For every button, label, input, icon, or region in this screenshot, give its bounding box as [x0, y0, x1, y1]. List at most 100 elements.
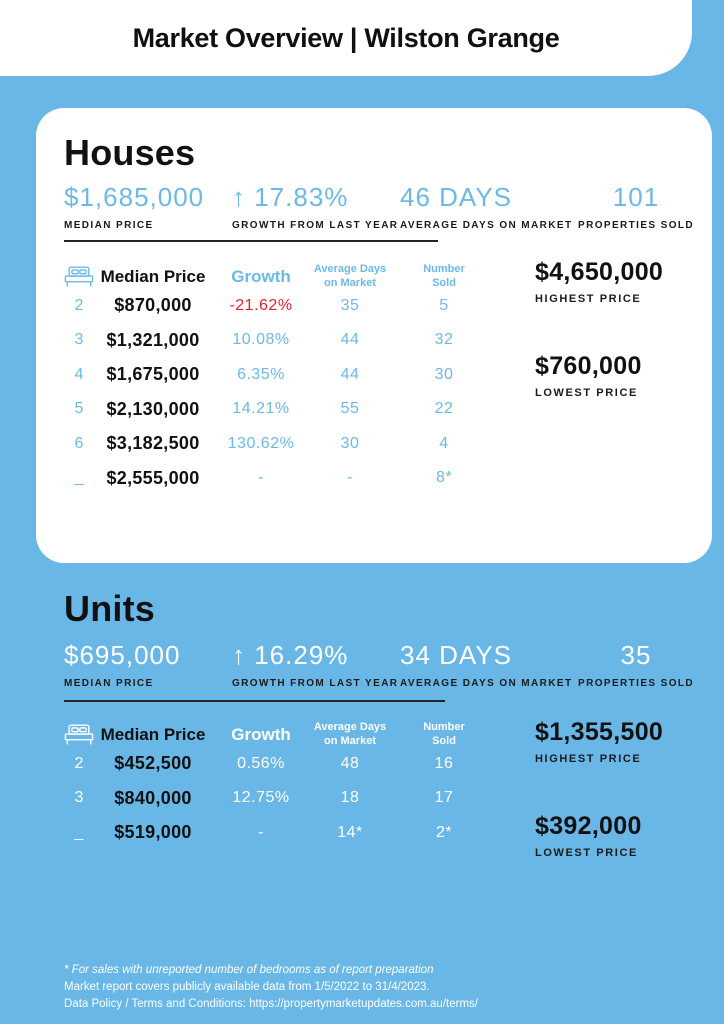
table-cell-median-price: $1,321,000	[106, 329, 200, 350]
table-cell-bedrooms: 2	[74, 754, 84, 772]
units-stats: $695,000 MEDIAN PRICE ↑ 16.29% GROWTH FR…	[64, 640, 694, 689]
table-cell-number-sold: 16	[434, 754, 454, 772]
table-cell-number-sold: 17	[434, 789, 454, 807]
table-cell-growth: 0.56%	[237, 754, 285, 772]
table-cell-avg-days: 44	[340, 331, 360, 349]
table-cell-avg-days: 14*	[337, 823, 363, 841]
stat-label: MEDIAN PRICE	[64, 220, 154, 231]
highest-price-value: $1,355,500	[535, 718, 664, 746]
table-cell-median-price: $452,500	[114, 753, 192, 774]
units-table: Median Price Growth Average Days on Mark…	[64, 712, 498, 850]
col-avg-days: Average Days on Market	[313, 721, 387, 747]
table-cell-bedrooms: 6	[74, 434, 84, 452]
highest-price-label: HIGHEST PRICE	[535, 293, 642, 305]
table-cell-bedrooms: 4	[74, 365, 84, 383]
table-cell-median-price: $2,130,000	[106, 398, 200, 419]
col-number-sold: Number Sold	[423, 721, 465, 747]
lowest-price-value: $760,000	[535, 352, 642, 380]
table-cell-growth: 6.35%	[237, 365, 285, 383]
table-cell-avg-days: 44	[340, 365, 360, 383]
table-cell-avg-days: 18	[340, 789, 360, 807]
lowest-price-value: $392,000	[535, 812, 642, 840]
stat-value: 34 DAYS	[400, 640, 513, 670]
table-cell-median-price: $3,182,500	[106, 433, 200, 454]
table-cell-bedrooms: _	[74, 469, 84, 487]
table-cell-median-price: $870,000	[114, 295, 192, 316]
lowest-price-label: LOWEST PRICE	[535, 847, 638, 859]
table-cell-avg-days: 55	[340, 400, 360, 418]
footer-coverage-note: Market report covers publicly available …	[64, 981, 430, 993]
table-cell-median-price: $1,675,000	[106, 364, 200, 385]
table-cell-number-sold: 32	[434, 331, 454, 349]
table-cell-number-sold: 30	[434, 365, 454, 383]
stat-value: 101	[612, 182, 660, 212]
stat-value: 35	[620, 640, 652, 670]
col-number-sold: Number Sold	[423, 263, 465, 289]
units-stat-growth: ↑ 16.29% GROWTH FROM LAST YEAR	[232, 640, 400, 689]
table-cell-growth: -21.62%	[229, 296, 293, 314]
table-cell-number-sold: 22	[434, 400, 454, 418]
stat-value: $1,685,000	[64, 182, 205, 212]
houses-highest-price: $4,650,000 HIGHEST PRICE	[535, 258, 663, 305]
table-cell-number-sold: 4	[439, 434, 449, 452]
stat-label: GROWTH FROM LAST YEAR	[232, 678, 399, 689]
bed-icon	[64, 254, 94, 300]
table-cell-number-sold: 2*	[435, 823, 453, 841]
table-cell-avg-days: -	[347, 469, 353, 487]
table-cell-growth: -	[258, 469, 264, 487]
highest-price-label: HIGHEST PRICE	[535, 753, 642, 765]
table-cell-bedrooms: 2	[74, 296, 84, 314]
table-cell-bedrooms: _	[74, 823, 84, 841]
table-cell-growth: 14.21%	[232, 400, 290, 418]
houses-stat-properties-sold: 101 PROPERTIES SOLD	[578, 182, 694, 231]
table-cell-median-price: $840,000	[114, 787, 192, 808]
houses-heading: Houses	[64, 132, 196, 173]
stat-label: GROWTH FROM LAST YEAR	[232, 220, 399, 231]
stat-value: $695,000	[64, 640, 181, 670]
stat-value: 46 DAYS	[400, 182, 513, 212]
units-section: Units $695,000 MEDIAN PRICE ↑ 16.29% GRO…	[36, 560, 712, 890]
col-median-price: Median Price	[100, 725, 206, 744]
houses-stat-growth: ↑ 17.83% GROWTH FROM LAST YEAR	[232, 182, 400, 231]
table-cell-number-sold: 5	[439, 296, 449, 314]
bed-icon	[64, 712, 94, 758]
footer-asterisk-note: * For sales with unreported number of be…	[64, 964, 434, 976]
table-cell-avg-days: 48	[340, 754, 360, 772]
stat-label: PROPERTIES SOLD	[578, 678, 695, 689]
table-cell-bedrooms: 3	[74, 331, 84, 349]
houses-stat-median-price: $1,685,000 MEDIAN PRICE	[64, 182, 232, 231]
table-cell-growth: 12.75%	[232, 789, 290, 807]
table-cell-growth: -	[258, 823, 264, 841]
table-cell-median-price: $2,555,000	[106, 467, 200, 488]
stat-label: MEDIAN PRICE	[64, 678, 154, 689]
col-median-price: Median Price	[100, 267, 206, 286]
table-cell-bedrooms: 3	[74, 789, 84, 807]
footer-terms-note: Data Policy / Terms and Conditions: http…	[64, 998, 478, 1010]
table-cell-growth: 130.62%	[227, 434, 295, 452]
table-cell-avg-days: 30	[340, 434, 360, 452]
col-avg-days: Average Days on Market	[313, 263, 387, 289]
table-cell-growth: 10.08%	[232, 331, 290, 349]
stat-label: AVERAGE DAYS ON MARKET	[400, 678, 573, 689]
page-title: Market Overview | Wilston Grange	[132, 22, 560, 53]
stat-label: PROPERTIES SOLD	[578, 220, 695, 231]
units-stat-properties-sold: 35 PROPERTIES SOLD	[578, 640, 694, 689]
units-lowest-price: $392,000 LOWEST PRICE	[535, 812, 642, 859]
col-growth: Growth	[231, 725, 291, 744]
table-cell-number-sold: 8*	[435, 469, 453, 487]
houses-stats: $1,685,000 MEDIAN PRICE ↑ 17.83% GROWTH …	[64, 182, 694, 231]
houses-table: Median Price Growth Average Days on Mark…	[64, 254, 498, 496]
houses-lowest-price: $760,000 LOWEST PRICE	[535, 352, 642, 399]
houses-stat-days-on-market: 46 DAYS AVERAGE DAYS ON MARKET	[400, 182, 578, 231]
stat-label: AVERAGE DAYS ON MARKET	[400, 220, 573, 231]
header-band: Market Overview | Wilston Grange	[0, 0, 692, 76]
units-divider	[64, 700, 445, 702]
houses-card: Houses $1,685,000 MEDIAN PRICE ↑ 17.83% …	[36, 108, 712, 563]
table-cell-bedrooms: 5	[74, 400, 84, 418]
units-highest-price: $1,355,500 HIGHEST PRICE	[535, 718, 663, 765]
units-heading: Units	[64, 588, 155, 629]
stat-value: ↑ 16.29%	[232, 640, 349, 670]
col-growth: Growth	[231, 267, 291, 286]
table-cell-avg-days: 35	[340, 296, 360, 314]
highest-price-value: $4,650,000	[535, 258, 664, 286]
